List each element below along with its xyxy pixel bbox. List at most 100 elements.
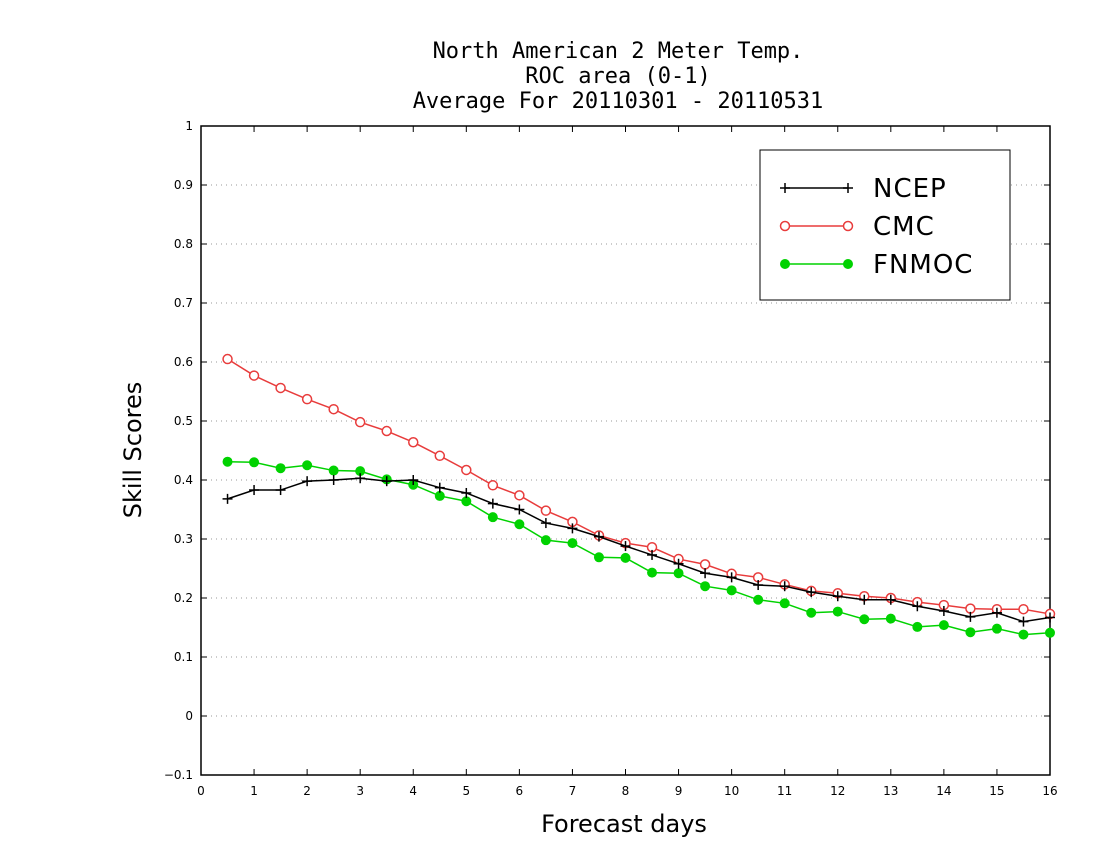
x-tick-label: 14	[936, 784, 951, 798]
data-point-ncep	[302, 476, 313, 487]
data-point-ncep	[991, 607, 1002, 618]
chart-title-line-1: North American 2 Meter Temp.	[433, 39, 804, 64]
data-point-fnmoc	[275, 463, 286, 474]
data-point-cmc	[354, 416, 366, 428]
data-point-cmc	[699, 559, 711, 570]
data-point-fnmoc	[832, 606, 843, 617]
y-tick-label: 0.7	[174, 296, 193, 310]
data-point-fnmoc	[487, 512, 498, 523]
data-point-fnmoc	[514, 519, 525, 530]
data-point-ncep	[355, 473, 366, 484]
chart-title-line-2: ROC area (0-1)	[525, 64, 710, 89]
data-point-fnmoc	[461, 496, 472, 507]
data-point-ncep	[912, 601, 923, 612]
chart-title: North American 2 Meter Temp. ROC area (0…	[413, 39, 824, 114]
y-tick-label: 1	[185, 119, 193, 133]
legend-box	[759, 149, 1011, 301]
data-point-cmc	[248, 370, 260, 381]
data-point-fnmoc	[885, 613, 896, 624]
data-point-ncep	[408, 475, 419, 485]
data-point-cmc	[328, 403, 339, 415]
y-tick-label: 0.8	[174, 237, 193, 251]
data-point-ncep	[328, 475, 339, 485]
data-point-ncep	[514, 504, 525, 515]
legend-marker-fnmoc	[843, 259, 853, 269]
data-point-cmc	[540, 505, 552, 516]
data-point-ncep	[965, 611, 976, 622]
data-point-cmc	[381, 425, 392, 437]
data-point-ncep	[779, 581, 790, 592]
data-point-ncep	[753, 580, 764, 591]
data-point-fnmoc	[328, 465, 339, 476]
legend-marker-ncep	[780, 183, 790, 193]
x-tick-label: 1	[250, 784, 258, 798]
data-point-fnmoc	[726, 585, 737, 596]
x-tick-label: 9	[675, 784, 683, 798]
data-point-cmc	[1018, 603, 1029, 615]
data-point-ncep	[567, 523, 578, 534]
y-tick-label: 0.9	[174, 178, 193, 192]
series-cmc	[222, 353, 1056, 620]
data-point-fnmoc	[647, 567, 658, 578]
data-point-ncep	[434, 482, 445, 493]
y-tick-label: 0.5	[174, 414, 193, 428]
legend-item-ncep: NCEP	[780, 174, 947, 204]
data-point-fnmoc	[434, 490, 445, 501]
data-point-fnmoc	[1018, 629, 1029, 640]
data-point-fnmoc	[700, 581, 711, 592]
y-tick-label: 0	[185, 709, 193, 723]
x-tick-label: 15	[989, 784, 1004, 798]
y-tick-label: 0.1	[174, 650, 193, 664]
data-point-ncep	[249, 485, 260, 496]
x-tick-label: 10	[724, 784, 739, 798]
y-axis-label: Skill Scores	[119, 382, 147, 519]
legend: NCEP CMC FNMOC	[759, 149, 1011, 301]
series-layer	[222, 353, 1056, 640]
data-point-fnmoc	[779, 598, 790, 609]
data-point-cmc	[434, 450, 446, 462]
data-point-fnmoc	[567, 538, 578, 549]
y-tick-label: −0.1	[164, 768, 193, 782]
data-point-ncep	[832, 591, 843, 602]
data-point-fnmoc	[540, 535, 551, 546]
x-axis-label: Forecast days	[541, 810, 707, 838]
y-tick-label: 0.2	[174, 591, 193, 605]
legend-marker-ncep	[843, 183, 853, 193]
data-point-ncep	[806, 587, 817, 598]
data-point-cmc	[965, 603, 976, 614]
x-tick-label: 4	[409, 784, 417, 798]
data-point-cmc	[461, 464, 472, 476]
data-point-ncep	[461, 487, 472, 498]
data-point-cmc	[301, 393, 313, 405]
data-point-fnmoc	[938, 620, 949, 631]
x-tick-label: 12	[830, 784, 845, 798]
legend-items: NCEP CMC FNMOC	[779, 174, 973, 280]
x-tick-label: 6	[516, 784, 524, 798]
data-point-ncep	[275, 485, 286, 496]
data-point-fnmoc	[806, 607, 817, 618]
data-point-fnmoc	[673, 568, 684, 579]
series-line-ncep	[227, 477, 1051, 623]
x-tick-label: 2	[303, 784, 311, 798]
legend-marker-fnmoc	[780, 259, 790, 269]
data-point-cmc	[222, 353, 233, 365]
x-tick-label: 8	[622, 784, 630, 798]
data-point-ncep	[885, 594, 896, 605]
data-point-ncep	[540, 518, 551, 529]
data-point-fnmoc	[753, 594, 764, 605]
data-point-fnmoc	[302, 460, 313, 471]
y-tick-label: 0.4	[174, 473, 193, 487]
data-point-cmc	[514, 490, 525, 501]
legend-label-ncep: NCEP	[873, 174, 947, 204]
data-point-fnmoc	[620, 552, 631, 563]
legend-item-fnmoc: FNMOC	[780, 250, 973, 280]
data-point-cmc	[487, 480, 499, 491]
data-point-fnmoc	[859, 614, 870, 625]
legend-label-cmc: CMC	[873, 212, 935, 242]
legend-label-fnmoc: FNMOC	[873, 250, 973, 280]
x-tick-label: 0	[197, 784, 205, 798]
y-tick-label: 0.3	[174, 532, 193, 546]
data-point-fnmoc	[912, 621, 923, 632]
data-point-ncep	[222, 493, 233, 504]
